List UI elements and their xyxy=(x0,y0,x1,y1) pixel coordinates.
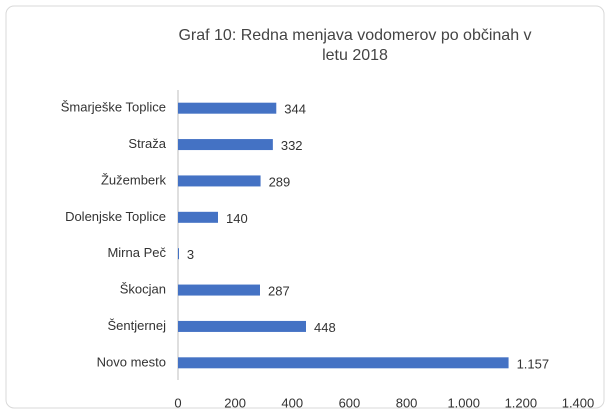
x-tick-label: 400 xyxy=(281,395,303,410)
data-label: 289 xyxy=(269,174,291,189)
bar xyxy=(178,248,179,260)
y-tick-label: Straža xyxy=(128,136,166,151)
y-tick-label: Šentjernej xyxy=(107,318,166,333)
chart-border xyxy=(5,5,605,409)
y-tick-label: Dolenjske Toplice xyxy=(65,209,166,224)
data-label: 140 xyxy=(226,211,248,226)
bar xyxy=(178,175,261,187)
y-tick-label: Škocjan xyxy=(120,282,166,297)
data-label: 3 xyxy=(187,247,194,262)
y-tick-label: Novo mesto xyxy=(97,354,166,369)
x-tick-label: 600 xyxy=(339,395,361,410)
data-label: 344 xyxy=(284,102,306,117)
data-label: 1.157 xyxy=(517,356,550,371)
data-label: 448 xyxy=(314,320,336,335)
bar xyxy=(178,139,273,151)
y-tick-label: Žužemberk xyxy=(101,172,167,187)
x-tick-label: 200 xyxy=(224,395,246,410)
bar xyxy=(178,284,260,296)
data-label: 287 xyxy=(268,284,290,299)
chart-title: Graf 10: Redna menjava vodomerov po obči… xyxy=(178,27,532,64)
bar xyxy=(178,211,218,223)
y-tick-label: Mirna Peč xyxy=(107,245,166,260)
x-tick-label: 800 xyxy=(396,395,418,410)
x-tick-label: 0 xyxy=(174,395,181,410)
x-tick-label: 1.400 xyxy=(562,395,595,410)
bar xyxy=(178,320,306,332)
data-label: 332 xyxy=(281,138,303,153)
x-tick-label: 1.200 xyxy=(505,395,538,410)
bar xyxy=(178,102,277,114)
bar xyxy=(178,357,509,369)
y-tick-label: Šmarješke Toplice xyxy=(61,100,166,115)
x-tick-label: 1.000 xyxy=(447,395,480,410)
